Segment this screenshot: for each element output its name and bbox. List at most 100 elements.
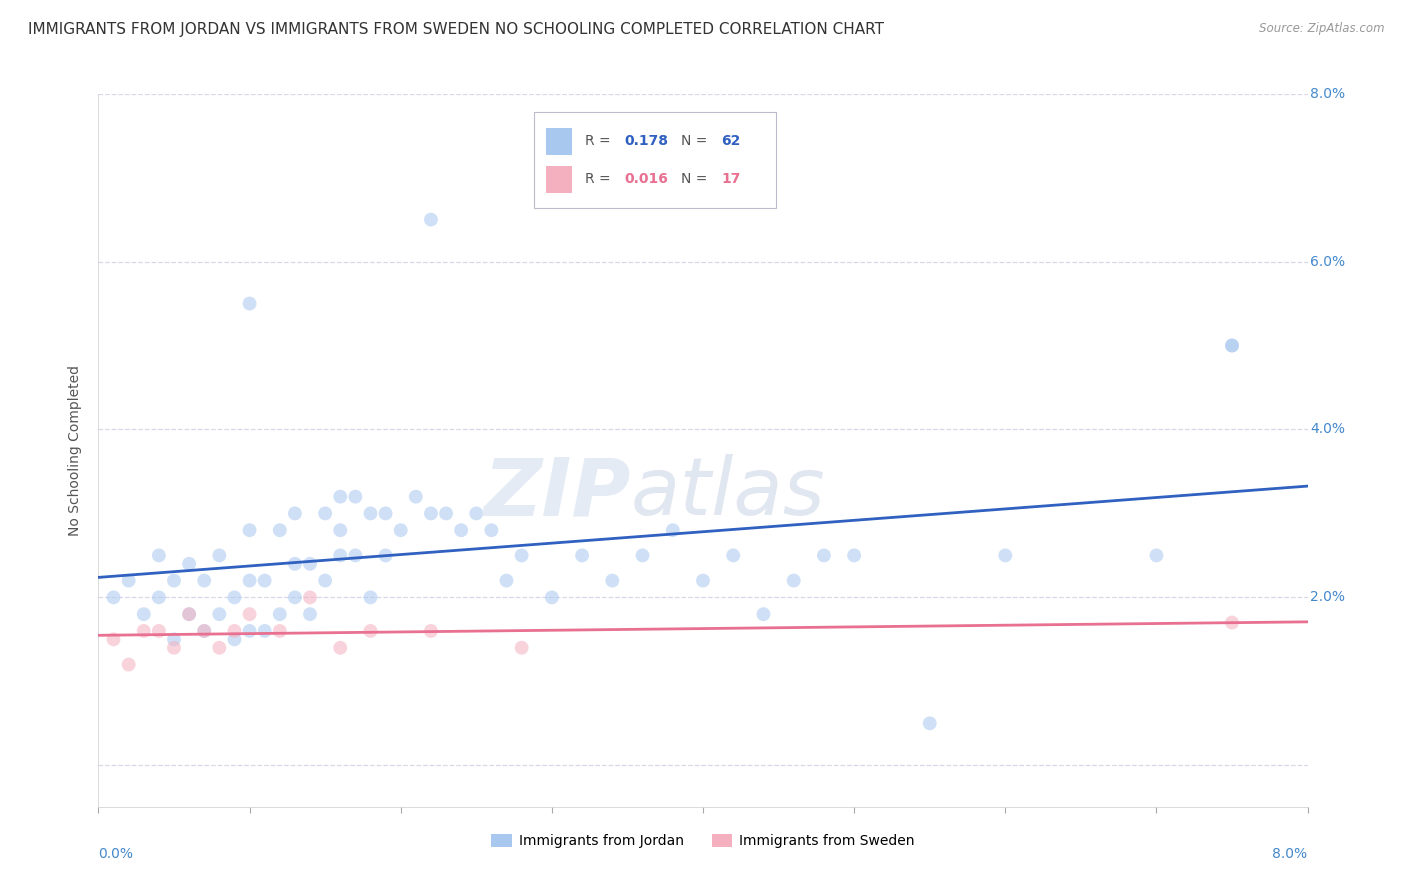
Point [179,557,201,571]
Point [163,640,186,655]
Point [148,549,170,563]
Point [132,624,155,638]
Point [329,490,352,504]
Point [118,574,141,588]
Point [163,632,186,647]
Text: 62: 62 [721,135,741,148]
Point [314,574,336,588]
Point [1220,615,1243,630]
Point [239,574,262,588]
Point [420,624,443,638]
Point [329,549,352,563]
Point [239,296,262,310]
Point [844,549,866,563]
Point [299,591,322,605]
Point [329,640,352,655]
Point [450,523,472,537]
Point [661,523,683,537]
Point [179,607,201,622]
Bar [546,128,572,155]
Point [360,591,382,605]
Text: N =: N = [682,172,711,186]
Point [420,212,443,227]
Point [389,523,412,537]
Y-axis label: No Schooling Completed: No Schooling Completed [69,365,83,536]
Point [193,574,215,588]
Point [631,549,654,563]
Point [284,591,307,605]
Point [239,523,262,537]
Point [224,624,246,638]
Point [1220,338,1243,352]
Text: atlas: atlas [630,454,825,533]
Point [344,490,367,504]
Point [269,624,291,638]
Point [208,549,231,563]
Point [253,574,276,588]
Point [239,624,262,638]
Text: N =: N = [682,135,711,148]
Point [405,490,427,504]
Point [783,574,806,588]
Text: ZIP: ZIP [484,454,630,533]
Point [132,607,155,622]
Point [224,632,246,647]
Point [1146,549,1168,563]
Text: Source: ZipAtlas.com: Source: ZipAtlas.com [1260,22,1385,36]
Point [103,591,125,605]
Point [465,507,488,521]
Point [284,557,307,571]
Point [299,607,322,622]
Text: 4.0%: 4.0% [1310,423,1346,436]
Text: 0.178: 0.178 [624,135,668,148]
Text: 8.0%: 8.0% [1272,847,1308,861]
Point [602,574,624,588]
Point [163,574,186,588]
Point [723,549,745,563]
Point [148,591,170,605]
Point [269,607,291,622]
Point [239,607,262,622]
Point [269,523,291,537]
Text: IMMIGRANTS FROM JORDAN VS IMMIGRANTS FROM SWEDEN NO SCHOOLING COMPLETED CORRELAT: IMMIGRANTS FROM JORDAN VS IMMIGRANTS FRO… [28,22,884,37]
Point [510,549,533,563]
Point [1220,338,1243,352]
Point [752,607,775,622]
Text: 0.016: 0.016 [624,172,668,186]
Text: R =: R = [585,135,614,148]
Text: 2.0%: 2.0% [1310,591,1346,605]
Point [692,574,714,588]
Point [495,574,517,588]
Legend: Immigrants from Jordan, Immigrants from Sweden: Immigrants from Jordan, Immigrants from … [485,829,921,854]
Point [571,549,593,563]
Point [918,716,941,731]
Point [813,549,835,563]
Point [360,507,382,521]
Point [420,507,443,521]
Point [148,624,170,638]
Text: R =: R = [585,172,614,186]
Point [434,507,457,521]
Bar [546,166,572,193]
Text: 6.0%: 6.0% [1310,254,1346,268]
Point [344,549,367,563]
Point [103,632,125,647]
Text: 17: 17 [721,172,741,186]
Point [224,591,246,605]
Point [374,549,396,563]
Point [284,507,307,521]
Point [329,523,352,537]
Point [253,624,276,638]
Point [193,624,215,638]
Text: 8.0%: 8.0% [1310,87,1346,101]
Point [481,523,503,537]
Point [314,507,336,521]
Point [360,624,382,638]
Point [193,624,215,638]
Point [179,607,201,622]
Point [208,607,231,622]
Point [208,640,231,655]
Point [299,557,322,571]
Point [374,507,396,521]
Point [994,549,1017,563]
